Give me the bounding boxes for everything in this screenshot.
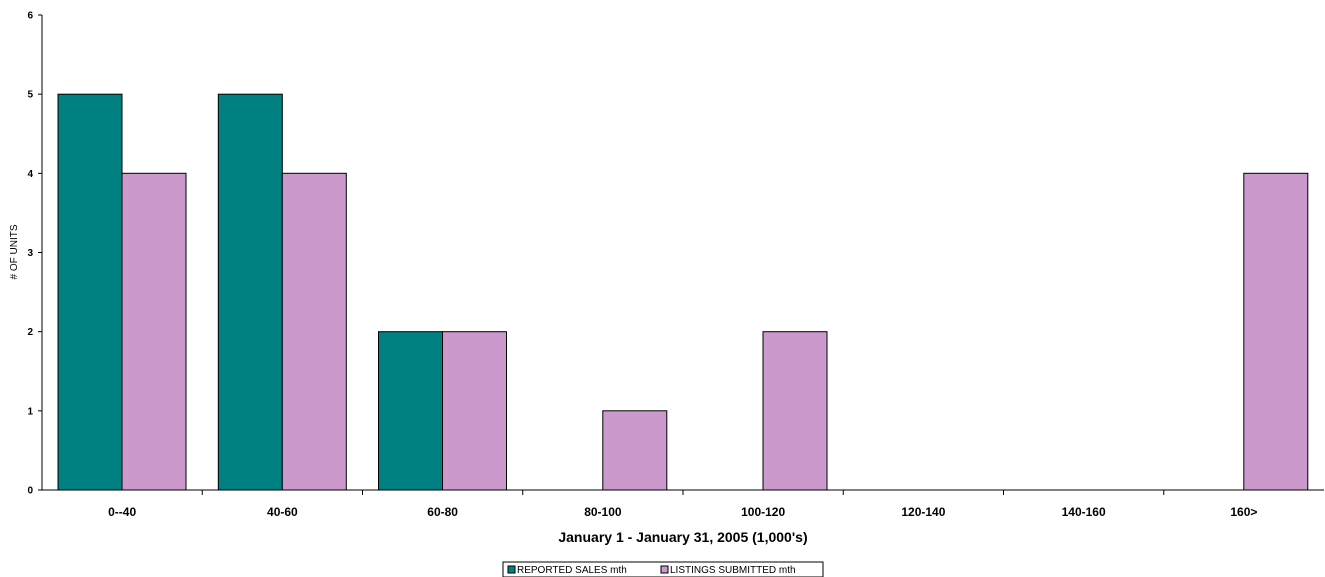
y-axis-label: # OF UNITS xyxy=(9,224,20,279)
y-tick-label: 5 xyxy=(27,90,33,101)
legend-label-0: REPORTED SALES mth xyxy=(517,565,627,576)
legend: REPORTED SALES mth LISTINGS SUBMITTED mth xyxy=(502,561,824,577)
y-tick-label: 2 xyxy=(27,327,33,338)
bar-listings-submitted-7 xyxy=(1243,172,1309,491)
x-axis-label: January 1 - January 31, 2005 (1,000's) xyxy=(558,529,807,545)
bar-listings-submitted-2 xyxy=(442,331,507,491)
y-tick-label: 3 xyxy=(27,248,33,259)
bar-reported-sales-0 xyxy=(57,93,123,491)
y-tick-label: 4 xyxy=(27,169,33,180)
bar-listings-submitted-1 xyxy=(281,172,347,491)
y-tick-label: 0 xyxy=(27,486,33,497)
x-tick-label: 160> xyxy=(1230,505,1257,519)
bar-listings-submitted-4 xyxy=(762,331,828,491)
y-tick-label: 6 xyxy=(27,11,33,22)
y-tick-label: 1 xyxy=(27,406,33,417)
x-tick-label: 100-120 xyxy=(741,505,785,519)
bars-group xyxy=(57,93,1309,491)
legend-swatch-0 xyxy=(507,565,516,574)
x-tick-label: 60-80 xyxy=(427,505,458,519)
axes-group: 0 1 2 3 4 5 6 0--40 40-60 60-80 80-100 100-120 120-1… xyxy=(27,11,1324,519)
x-tick-label: 120-140 xyxy=(901,505,945,519)
bar-reported-sales-2 xyxy=(378,331,443,491)
x-tick-label: 80-100 xyxy=(584,505,622,519)
bar-reported-sales-1 xyxy=(217,93,283,491)
bar-listings-submitted-0 xyxy=(121,172,187,491)
x-tick-label: 0--40 xyxy=(108,505,136,519)
x-tick-label: 140-160 xyxy=(1062,505,1106,519)
legend-swatch-1 xyxy=(660,565,669,574)
x-tick-label: 40-60 xyxy=(267,505,298,519)
legend-label-1: LISTINGS SUBMITTED mth xyxy=(670,565,796,576)
bar-listings-submitted-3 xyxy=(602,410,668,491)
